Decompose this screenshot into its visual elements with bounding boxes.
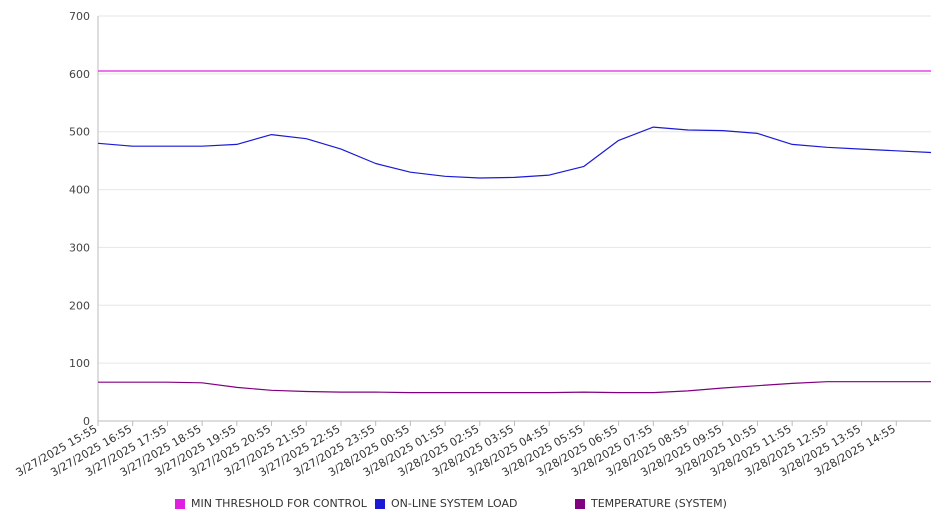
legend-label: TEMPERATURE (SYSTEM) [591, 497, 727, 510]
y-tick-label: 400 [69, 184, 90, 197]
y-axis-ticks: 0 100 200 300 400 500 600 700 [69, 10, 90, 428]
legend-swatch [375, 498, 385, 509]
series-lines [97, 70, 932, 394]
legend-item-temperature: TEMPERATURE (SYSTEM) [575, 497, 727, 510]
legend-swatch [575, 498, 585, 509]
y-tick-label: 600 [69, 68, 90, 81]
legend: MIN THRESHOLD FOR CONTROL ON-LINE SYSTEM… [0, 497, 946, 517]
legend-swatch [175, 498, 185, 509]
legend-item-min-threshold: MIN THRESHOLD FOR CONTROL [175, 497, 367, 510]
legend-item-system-load: ON-LINE SYSTEM LOAD [375, 497, 517, 510]
x-axis-ticks: 3/27/2025 15:553/27/2025 16:553/27/2025 … [14, 421, 898, 479]
series-line-1 [97, 126, 932, 179]
legend-label: MIN THRESHOLD FOR CONTROL [191, 497, 367, 510]
grid-lines [98, 15, 931, 364]
series-line-2 [98, 381, 931, 394]
axes [97, 16, 931, 422]
y-tick-label: 100 [69, 357, 90, 370]
y-tick-label: 500 [69, 126, 90, 139]
y-tick-label: 0 [83, 415, 90, 428]
y-tick-label: 700 [69, 10, 90, 23]
y-tick-label: 300 [69, 241, 90, 254]
legend-label: ON-LINE SYSTEM LOAD [391, 497, 518, 510]
y-tick-label: 200 [69, 299, 90, 312]
